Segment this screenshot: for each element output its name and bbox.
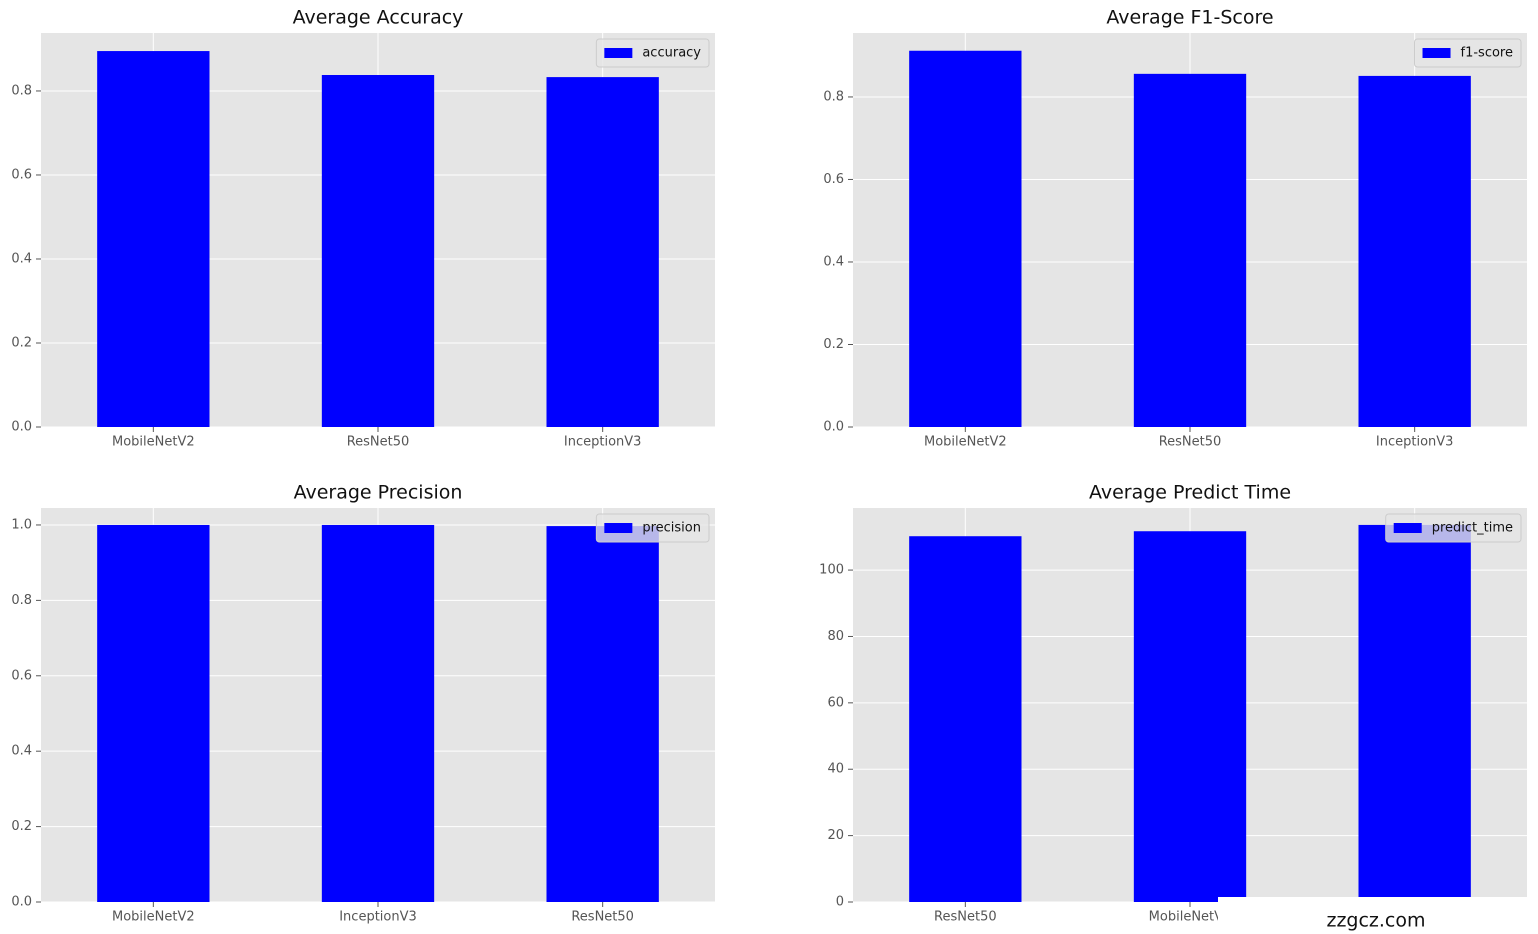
x-tick-label: MobileNetV2 (112, 910, 195, 925)
y-tick-label: 80 (827, 629, 844, 644)
y-tick-label: 0.4 (11, 251, 32, 266)
x-tick-label: InceptionV3 (564, 435, 642, 450)
legend-box (595, 38, 710, 68)
y-tick-label: 0.6 (11, 167, 32, 182)
legend: f1-score (1414, 38, 1522, 68)
legend: accuracy (595, 38, 710, 68)
subplot: Average Predict Time 0 20 40 60 80 100 ResNet50… (819, 482, 1527, 925)
bar (321, 524, 435, 902)
watermark: zzgcz.com (1326, 910, 1425, 932)
bar (909, 50, 1022, 427)
y-tick-label: 0.2 (823, 337, 844, 352)
legend: precision (595, 513, 710, 543)
y-tick-label: 0.0 (11, 895, 32, 910)
y-tick-label: 0.0 (11, 420, 32, 435)
chart-title: Average Precision (294, 482, 463, 504)
chart-title: Average Accuracy (293, 7, 464, 29)
subplot: Average Accuracy 0.0 0.2 0.4 0.6 0.8 MobileNet… (11, 7, 715, 450)
subplot: Average F1-Score 0.0 0.2 0.4 0.6 0.8 MobileNet… (823, 7, 1527, 450)
chart-title: Average Predict Time (1089, 482, 1291, 504)
x-tick-label: ResNet50 (1159, 435, 1222, 450)
bar (1133, 73, 1247, 427)
bar (546, 526, 659, 902)
y-tick-label: 0.6 (823, 172, 844, 187)
y-tick-label: 0 (836, 895, 844, 910)
y-tick-label: 0.8 (823, 89, 844, 104)
legend-label: predict_time (1432, 521, 1513, 536)
y-tick-label: 100 (819, 563, 844, 578)
x-tick-label: MobileNetV2 (112, 435, 195, 450)
y-tick-label: 0.2 (11, 335, 32, 350)
legend-label: precision (642, 521, 701, 536)
bar (909, 536, 1022, 902)
y-tick-label: 0.8 (11, 83, 32, 98)
x-tick-label: InceptionV3 (1376, 435, 1454, 450)
x-tick-label: ResNet50 (347, 435, 410, 450)
legend-box (595, 513, 710, 543)
legend-box (1385, 513, 1522, 543)
legend-swatch (1393, 523, 1422, 533)
bar (97, 524, 210, 902)
y-tick-label: 60 (827, 695, 844, 710)
legend-swatch (604, 523, 633, 533)
y-tick-label: 0.8 (11, 593, 32, 608)
legend-swatch (1422, 48, 1451, 58)
bar (321, 75, 435, 427)
x-tick-label: MobileNetV2 (924, 435, 1007, 450)
x-tick-label: MobileNetV2 (1149, 910, 1232, 925)
legend-box (1414, 38, 1522, 68)
watermark-box (1218, 897, 1538, 934)
bar (1358, 524, 1471, 902)
legend: predict_time (1385, 513, 1522, 543)
chart-title: Average F1-Score (1106, 7, 1273, 29)
y-tick-label: 0.4 (823, 254, 844, 269)
bar (1358, 75, 1471, 428)
bar (546, 77, 659, 427)
y-tick-label: 1.0 (11, 517, 32, 532)
y-tick-label: 0.0 (823, 420, 844, 435)
y-tick-label: 20 (827, 828, 844, 843)
legend-label: accuracy (642, 46, 701, 61)
legend-label: f1-score (1461, 46, 1513, 61)
x-tick-label: InceptionV3 (339, 910, 417, 925)
y-tick-label: 0.2 (11, 819, 32, 834)
y-tick-label: 0.4 (11, 744, 32, 759)
bar (1133, 531, 1247, 902)
bar (97, 51, 210, 428)
y-tick-label: 0.6 (11, 668, 32, 683)
x-tick-label: ResNet50 (934, 910, 997, 925)
subplot: Average Precision 0.0 0.2 0.4 0.6 0.8 1.0 Mobil… (11, 482, 715, 925)
x-tick-label: ResNet50 (571, 910, 634, 925)
y-tick-label: 40 (827, 762, 844, 777)
legend-swatch (604, 48, 633, 58)
